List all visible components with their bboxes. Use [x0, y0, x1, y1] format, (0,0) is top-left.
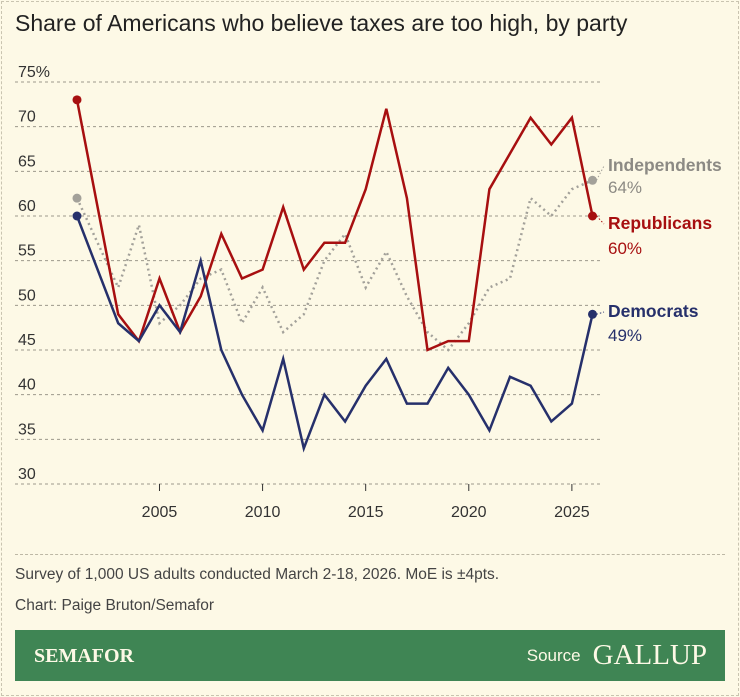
independents-line — [75, 179, 593, 352]
footer-bar: SEMAFOR Source GALLUP — [15, 630, 725, 681]
divider — [15, 554, 725, 555]
independents-end-value: 64% — [608, 178, 642, 197]
democrats-end-dot — [588, 309, 597, 319]
semafor-logo: SEMAFOR — [34, 645, 134, 667]
line-chart: 75% 70 65 60 55 50 45 40 35 30 2005 2010 2015 2020 202… — [15, 64, 722, 521]
independents-start-dot — [72, 193, 82, 203]
independents-label-connector — [596, 165, 605, 181]
y-tick-label: 75% — [18, 64, 50, 81]
x-tick-label: 2010 — [245, 504, 281, 521]
independents-legend-label: Independents — [608, 155, 722, 175]
x-tick-label: 2015 — [348, 504, 384, 521]
y-tick-label: 40 — [18, 377, 36, 394]
y-tick-label: 60 — [18, 198, 36, 215]
republicans-start-dot — [72, 95, 82, 105]
democrats-label-connector — [596, 311, 605, 315]
democrats-legend-label: Democrats — [608, 301, 699, 321]
independents-end-dot — [588, 175, 597, 185]
democrats-end-value: 49% — [608, 326, 642, 345]
democrats-line — [75, 215, 594, 453]
x-tick-label: 2020 — [451, 504, 487, 521]
y-tick-label: 70 — [18, 109, 36, 126]
chart-credit: Chart: Paige Bruton/Semafor — [15, 597, 215, 614]
y-tick-label: 50 — [18, 287, 36, 304]
y-tick-label: 30 — [18, 466, 36, 483]
y-tick-label: 45 — [18, 332, 36, 349]
survey-note: Survey of 1,000 US adults conducted Marc… — [15, 566, 500, 583]
x-tick-label: 2025 — [554, 504, 590, 521]
x-tick-label: 2005 — [142, 504, 178, 521]
chart-title: Share of Americans who believe taxes are… — [15, 10, 628, 36]
democrats-start-dot — [72, 211, 82, 221]
y-tick-label: 55 — [18, 243, 36, 260]
source-group: Source GALLUP — [527, 630, 707, 681]
source-label: Source — [526, 645, 581, 665]
republicans-end-dot — [588, 211, 597, 221]
y-tick-label: 35 — [18, 421, 36, 438]
republicans-end-value: 60% — [608, 239, 642, 258]
y-tick-label: 65 — [18, 153, 36, 170]
republicans-label-connector — [596, 215, 605, 225]
republicans-legend-label: Republicans — [608, 213, 712, 233]
gallup-logo: GALLUP — [592, 639, 707, 671]
